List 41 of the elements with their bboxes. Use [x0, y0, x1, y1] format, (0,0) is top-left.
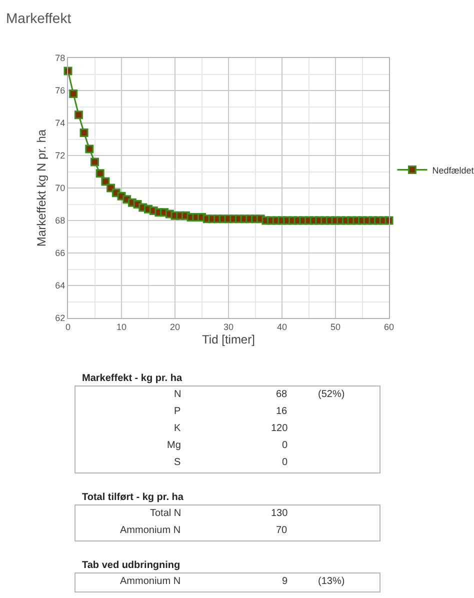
data-label: 0: [282, 457, 288, 468]
text: Markeffekt - kg pr. ha: [82, 373, 182, 384]
y-tick-label: 64: [55, 280, 66, 291]
y-tick-label: 76: [55, 86, 66, 96]
data-label: 130: [271, 508, 288, 519]
category-label: Mg: [167, 440, 181, 451]
data-label: 70: [276, 525, 288, 536]
category-label: P: [174, 406, 181, 417]
category-label: K: [174, 423, 181, 434]
y-tick-label: 78: [55, 53, 66, 64]
chart-title: Markeffekt: [6, 10, 72, 26]
category-label: Total N: [150, 508, 182, 519]
y-tick-label: 70: [55, 183, 66, 194]
x-tick-label: 0: [65, 322, 71, 332]
x-tick-label: 40: [276, 322, 288, 332]
x-axis-title: Tid [timer]: [202, 332, 255, 347]
text: Total tilført - kg pr. ha: [82, 492, 184, 503]
data-label: 16: [276, 406, 288, 417]
data-label: 0: [282, 440, 288, 451]
y-tick-label: 74: [55, 118, 66, 128]
y-tick-label: 66: [55, 248, 66, 258]
x-tick-label: 30: [223, 322, 234, 332]
category-label: N: [174, 389, 182, 400]
category-label: Ammonium N: [120, 525, 181, 536]
x-tick-label: 20: [170, 322, 180, 332]
x-tick-label: 50: [330, 322, 341, 332]
y-axis-title: Markeffekt kg N pr. ha: [34, 129, 48, 247]
data-label: 120: [271, 423, 288, 434]
y-tick-label: 72: [55, 150, 66, 161]
text: (13%): [318, 576, 345, 587]
text: Tab ved udbringning: [82, 560, 180, 571]
category-label: S: [174, 457, 181, 468]
y-tick-label: 68: [55, 216, 66, 226]
x-tick-label: 60: [384, 322, 394, 332]
data-label: 68: [276, 389, 288, 400]
x-tick-label: 10: [116, 322, 127, 332]
legend-label: Nedfældet: [432, 165, 474, 176]
data-label: 9: [282, 576, 288, 587]
y-tick-label: 62: [55, 313, 66, 324]
text: (52%): [318, 389, 345, 400]
category-label: Ammonium N: [120, 576, 181, 587]
